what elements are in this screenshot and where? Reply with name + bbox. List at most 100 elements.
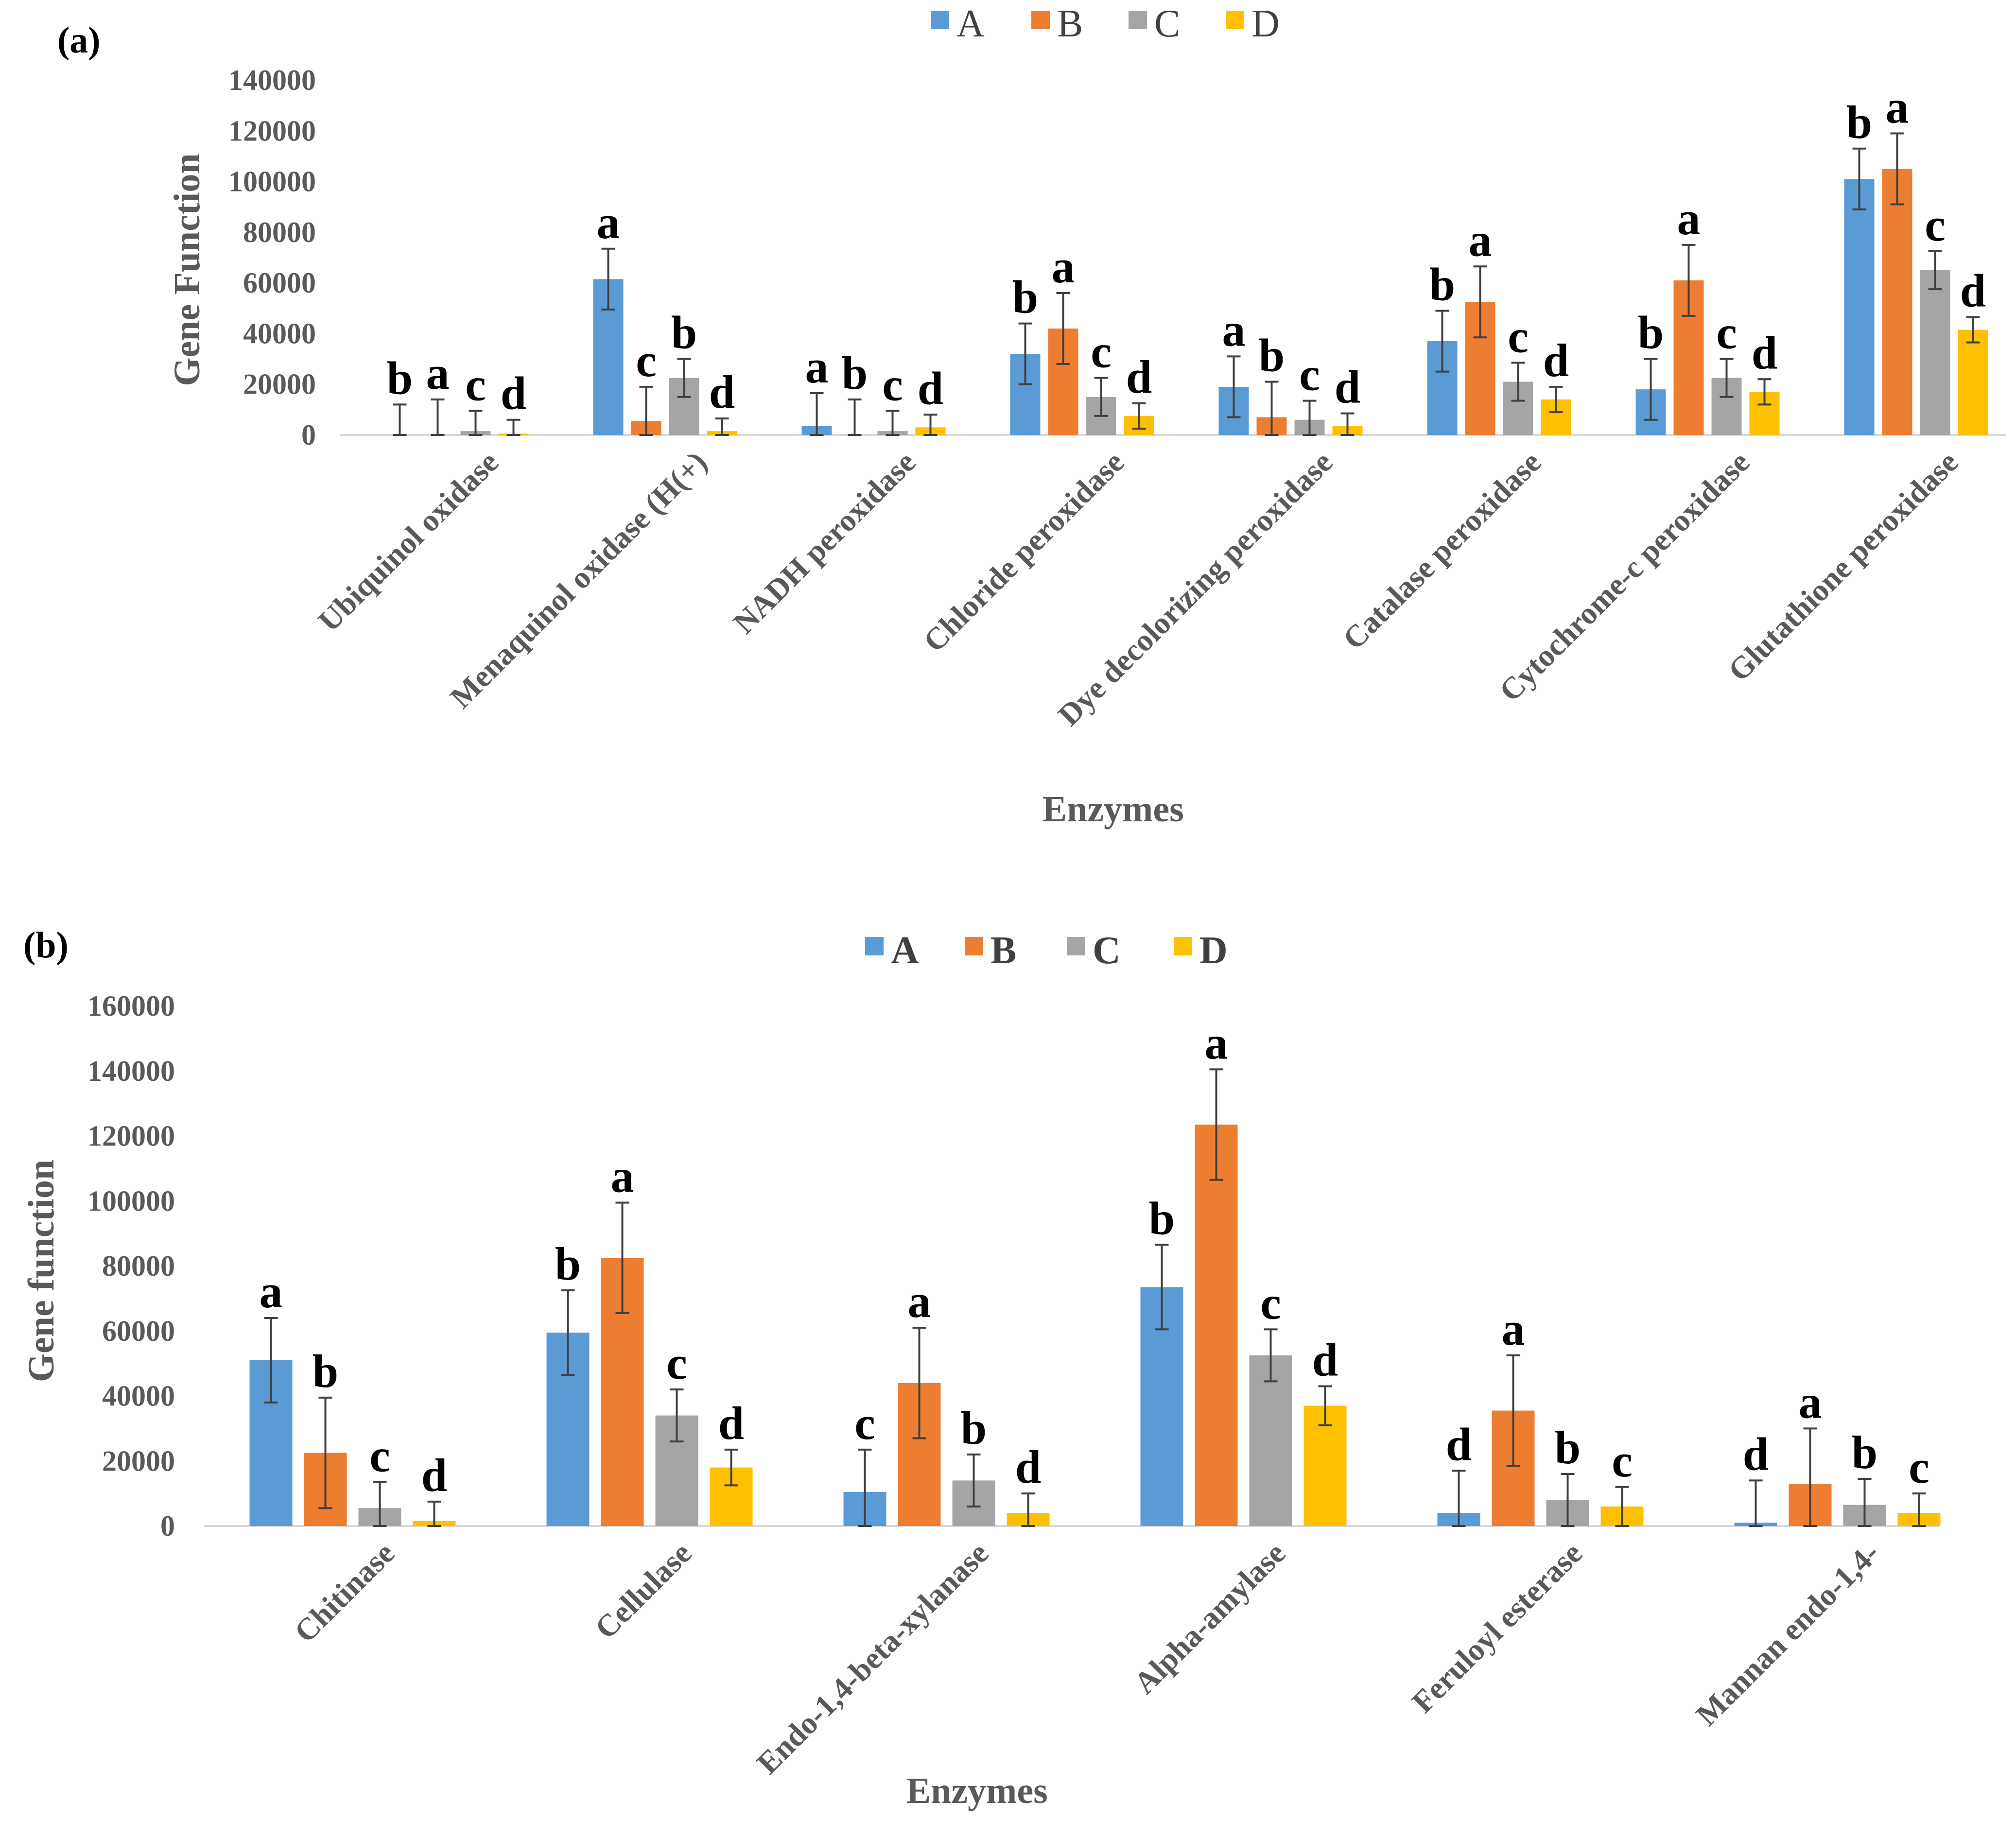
legend-swatch-a-B [1031, 11, 1050, 29]
sig-letter-b-3-C: c [1260, 1277, 1281, 1329]
sig-letter-b-1-B: a [611, 1150, 634, 1202]
x-tick-label-b-4: Feruloyl esterase [1405, 1536, 1589, 1719]
y-tick-label-b-3: 60000 [102, 1315, 175, 1347]
sig-letter-a-1-D: d [709, 366, 735, 418]
legend-b: A B C D [865, 929, 1228, 972]
bar-b-3-C [1249, 1355, 1292, 1526]
x-tick-label-a-3: Chloride peroxidase [917, 445, 1130, 659]
y-tick-label-a-6: 120000 [228, 115, 316, 147]
y-tick-label-b-1: 20000 [102, 1445, 175, 1477]
legend-label-b-B: B [991, 929, 1016, 972]
sig-letter-a-7-D: d [1960, 265, 1986, 317]
sig-letter-a-6-C: c [1716, 307, 1737, 359]
sig-letter-a-2-C: c [882, 358, 903, 410]
x-tick-label-b-1: Cellulase [588, 1536, 698, 1646]
sig-letter-a-1-C: b [671, 307, 697, 359]
x-ticks-b: Chitinase Cellulase Endo-1,4-beta-xylanase… [288, 1536, 1886, 1781]
sig-letter-a-2-B: b [842, 347, 868, 399]
y-tick-label-b-4: 80000 [102, 1250, 175, 1282]
x-tick-label-b-5: Mannan endo-1,4- [1689, 1536, 1886, 1733]
sig-letter-a-4-D: d [1335, 361, 1360, 413]
legend-label-b-C: C [1093, 929, 1121, 972]
sig-letter-a-4-A: a [1222, 304, 1246, 356]
x-tick-label-a-2: NADH peroxidase [727, 445, 922, 641]
legend-label-a-C: C [1154, 2, 1180, 45]
sig-letter-a-5-D: d [1543, 334, 1569, 386]
sig-letter-b-0-A: a [260, 1265, 283, 1317]
sig-letter-b-2-B: a [908, 1275, 931, 1327]
sig-letter-b-5-C: b [1852, 1426, 1877, 1478]
bar-a-7-B [1882, 169, 1912, 435]
y-tick-label-a-2: 40000 [243, 317, 316, 349]
sig-letter-a-2-A: a [805, 341, 829, 393]
legend-swatch-a-A [931, 11, 949, 29]
sig-letter-a-6-A: b [1638, 307, 1664, 359]
y-tick-label-b-6: 120000 [87, 1120, 175, 1152]
sig-letter-b-0-C: c [369, 1430, 390, 1482]
legend-label-b-A: A [891, 929, 919, 972]
sig-letter-a-6-D: d [1752, 327, 1777, 379]
y-tick-label-a-5: 100000 [228, 166, 316, 198]
y-ticks-b: 0 20000 40000 60000 80000 100000 120000 140000 1… [87, 990, 175, 1542]
y-ticks-a: 0 20000 40000 60000 80000 100000 120000 140000 [228, 64, 316, 451]
bar-a-7-D [1958, 329, 1988, 435]
legend-swatch-a-C [1129, 11, 1147, 29]
sig-letter-b-2-D: d [1015, 1441, 1041, 1493]
x-tick-label-a-5: Catalase peroxidase [1336, 445, 1547, 656]
sig-letter-a-3-D: d [1126, 351, 1152, 403]
x-tick-label-b-2: Endo-1,4-beta-xylanase [750, 1536, 995, 1781]
sig-letter-b-1-C: c [666, 1337, 687, 1389]
y-tick-label-a-0: 0 [301, 419, 316, 451]
y-tick-label-a-3: 60000 [243, 267, 316, 299]
y-tick-label-b-8: 160000 [87, 990, 175, 1022]
sig-letter-a-1-A: a [597, 196, 620, 248]
sig-letter-a-0-C: c [465, 358, 486, 410]
sig-letter-b-2-C: b [961, 1402, 987, 1454]
sig-letter-a-3-B: a [1052, 241, 1075, 293]
sig-letter-a-7-B: a [1886, 81, 1909, 133]
x-tick-label-b-3: Alpha-amylase [1127, 1536, 1292, 1700]
bar-b-3-B [1195, 1125, 1238, 1526]
chart-panel-b: (b) A B C D Gene function Enzymes 0 20000… [21, 925, 1941, 1811]
legend-label-a-D: D [1251, 2, 1280, 45]
sig-letter-b-0-B: b [313, 1345, 338, 1397]
y-tick-label-b-7: 140000 [87, 1055, 175, 1087]
legend-swatch-b-D [1174, 937, 1192, 955]
y-tick-label-a-7: 140000 [228, 64, 316, 96]
sig-letter-a-0-D: d [501, 367, 526, 419]
panel-label-b: (b) [23, 925, 69, 966]
legend-label-a-A: A [956, 2, 985, 45]
sig-letter-a-5-C: c [1508, 310, 1529, 362]
x-tick-label-a-7: Glutathione peroxidase [1721, 445, 1965, 688]
sig-letter-b-5-D: c [1909, 1441, 1929, 1493]
sig-letter-b-3-A: b [1149, 1193, 1175, 1245]
y-tick-label-a-4: 80000 [243, 216, 316, 248]
sig-letter-b-4-A: d [1446, 1418, 1472, 1470]
x-tick-label-a-0: Ubiquinol oxidase [312, 445, 505, 639]
sig-letter-b-4-D: c [1612, 1435, 1633, 1487]
y-axis-title-a: Gene Function [167, 153, 208, 386]
y-tick-label-b-5: 100000 [87, 1185, 175, 1217]
legend-swatch-b-B [965, 937, 983, 955]
sig-letter-a-0-B: a [426, 347, 450, 399]
legend-label-a-B: B [1057, 2, 1083, 45]
sig-letter-a-0-A: b [387, 352, 413, 404]
sig-letter-a-7-C: c [1925, 199, 1946, 251]
y-axis-title-b: Gene function [21, 1160, 62, 1382]
sig-letter-a-3-A: b [1012, 271, 1038, 323]
sig-letter-b-3-D: d [1312, 1334, 1338, 1386]
sig-letter-b-1-D: d [718, 1397, 744, 1449]
sig-letter-b-4-C: b [1555, 1421, 1581, 1473]
legend-label-b-D: D [1199, 929, 1228, 972]
sig-letter-a-5-B: a [1469, 214, 1492, 266]
y-tick-label-b-0: 0 [160, 1510, 175, 1542]
sig-letter-a-1-B: c [636, 334, 657, 386]
legend-swatch-b-C [1067, 937, 1085, 955]
legend-a: A B C D [931, 2, 1280, 45]
legend-swatch-a-D [1226, 11, 1244, 29]
sig-letter-a-4-C: c [1299, 348, 1320, 400]
bar-a-7-C [1920, 270, 1950, 435]
